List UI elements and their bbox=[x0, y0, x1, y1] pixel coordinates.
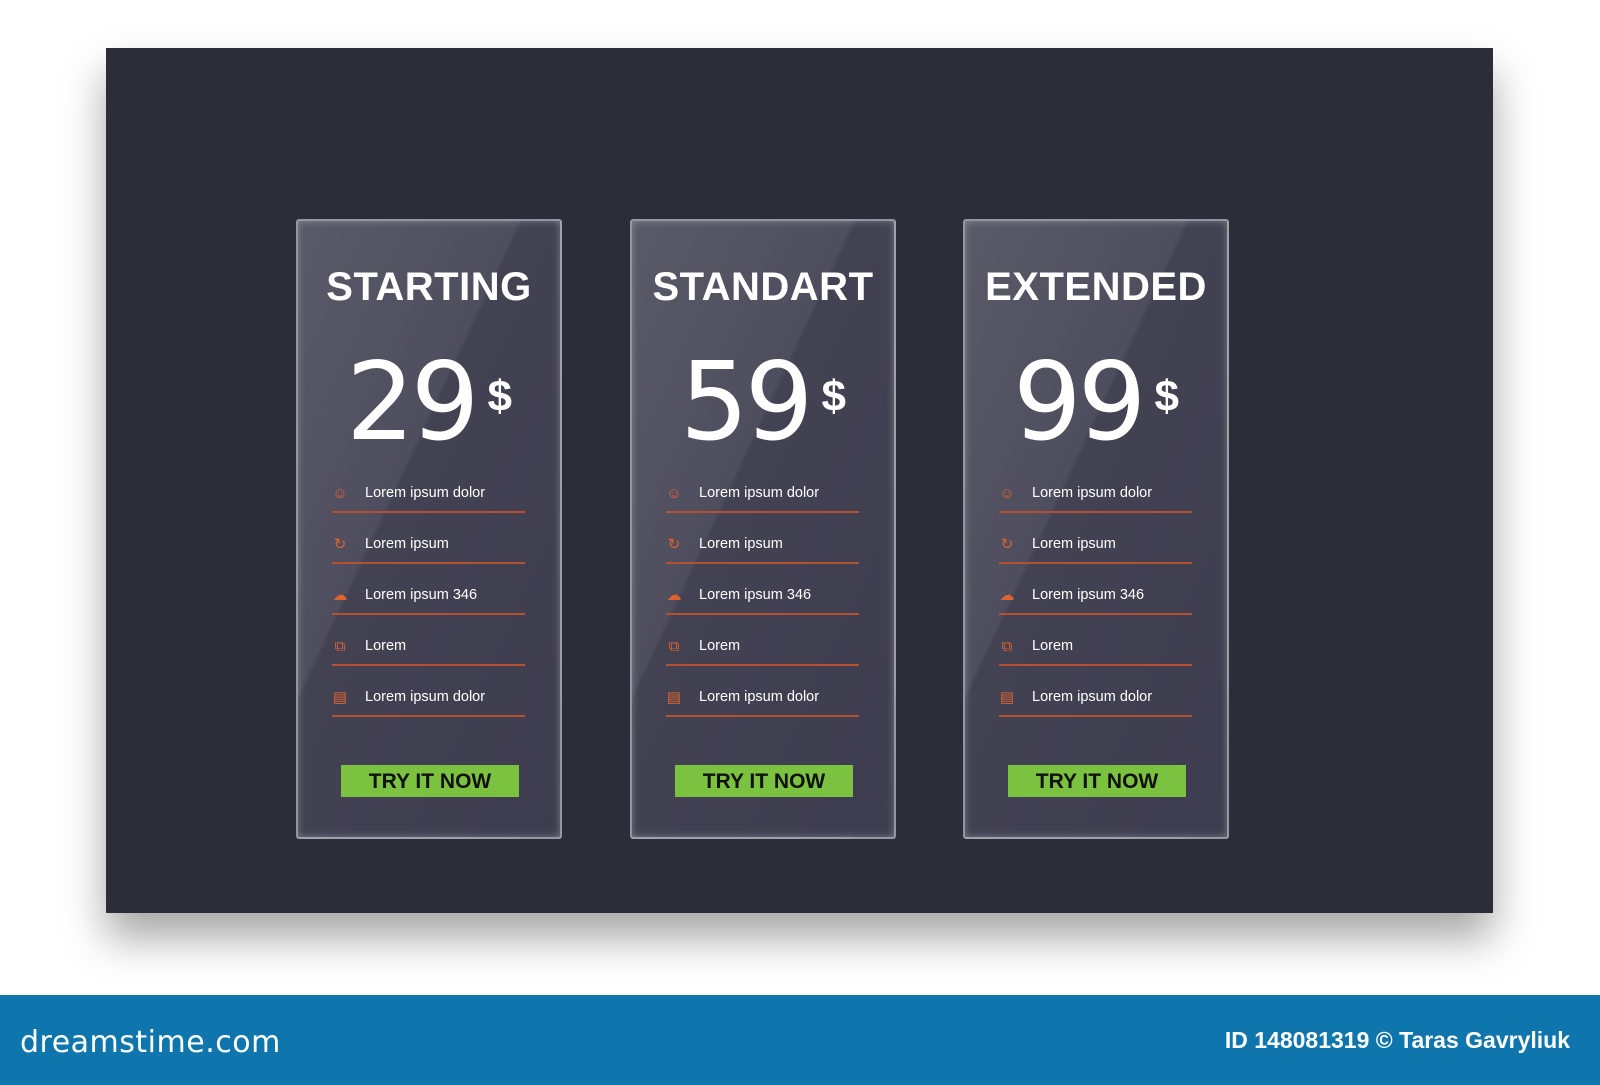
feature-item: ☺ Lorem ipsum dolor bbox=[666, 479, 859, 513]
plan-title: STANDART bbox=[652, 265, 874, 309]
feature-item: ▤ Lorem ipsum dolor bbox=[666, 666, 859, 717]
feature-label: Lorem ipsum dolor bbox=[699, 689, 820, 705]
refresh-icon: ↻ bbox=[1000, 536, 1014, 553]
cloud-icon: ☁ bbox=[332, 587, 348, 604]
currency-symbol: $ bbox=[487, 372, 512, 421]
feature-item: ↻ Lorem ipsum bbox=[999, 513, 1192, 564]
currency-symbol: $ bbox=[1154, 372, 1179, 421]
feature-label: Lorem bbox=[1032, 638, 1074, 654]
users-icon: ☺ bbox=[332, 485, 348, 502]
feature-item: ☁ Lorem ipsum 346 bbox=[666, 564, 859, 615]
feature-item: ⧉ Lorem bbox=[666, 615, 859, 666]
feature-item: ↻ Lorem ipsum bbox=[332, 513, 525, 564]
feature-label: Lorem ipsum 346 bbox=[1032, 587, 1145, 603]
feature-item: ▤ Lorem ipsum dolor bbox=[332, 666, 525, 717]
feature-label: Lorem bbox=[365, 638, 407, 654]
feature-label: Lorem ipsum dolor bbox=[1032, 689, 1153, 705]
plan-price: 59 $ bbox=[632, 349, 894, 457]
cloud-icon: ☁ bbox=[999, 587, 1015, 604]
pricing-card-starting: STARTING 29 $ ☺ Lorem ipsum dolor ↻ Lorem… bbox=[296, 219, 562, 839]
try-it-now-button[interactable]: TRY IT NOW bbox=[675, 765, 853, 797]
plan-price: 99 $ bbox=[965, 349, 1227, 457]
pricing-panel: STARTING 29 $ ☺ Lorem ipsum dolor ↻ Lorem… bbox=[106, 48, 1493, 913]
price-amount: 29 bbox=[346, 340, 479, 465]
feature-label: Lorem bbox=[699, 638, 741, 654]
dreamstime-logo: dreamstime.com bbox=[20, 1025, 281, 1060]
price-amount: 99 bbox=[1013, 340, 1146, 465]
feature-label: Lorem ipsum dolor bbox=[699, 485, 820, 501]
feature-item: ⧉ Lorem bbox=[332, 615, 525, 666]
feature-label: Lorem ipsum dolor bbox=[365, 485, 486, 501]
plan-title: STARTING bbox=[326, 265, 532, 309]
users-icon: ☺ bbox=[666, 485, 682, 502]
feature-label: Lorem ipsum 346 bbox=[699, 587, 812, 603]
feature-item: ↻ Lorem ipsum bbox=[666, 513, 859, 564]
feature-list: ☺ Lorem ipsum dolor ↻ Lorem ipsum ☁ Lore… bbox=[999, 479, 1192, 717]
feature-item: ⧉ Lorem bbox=[999, 615, 1192, 666]
plan-title: EXTENDED bbox=[985, 265, 1207, 309]
refresh-icon: ↻ bbox=[333, 536, 347, 553]
feature-label: Lorem ipsum dolor bbox=[1032, 485, 1153, 501]
puzzle-icon: ⧉ bbox=[668, 638, 680, 655]
refresh-icon: ↻ bbox=[667, 536, 681, 553]
feature-label: Lorem ipsum bbox=[365, 536, 449, 552]
feature-item: ☺ Lorem ipsum dolor bbox=[999, 479, 1192, 513]
image-credit: ID 148081319 © Taras Gavryliuk bbox=[1224, 1027, 1570, 1053]
plan-price: 29 $ bbox=[298, 349, 560, 457]
feature-list: ☺ Lorem ipsum dolor ↻ Lorem ipsum ☁ Lore… bbox=[332, 479, 525, 717]
feature-item: ☺ Lorem ipsum dolor bbox=[332, 479, 525, 513]
document-icon: ▤ bbox=[999, 689, 1015, 706]
pricing-card-extended: EXTENDED 99 $ ☺ Lorem ipsum dolor ↻ Lorem… bbox=[963, 219, 1229, 839]
document-icon: ▤ bbox=[332, 689, 348, 706]
document-icon: ▤ bbox=[666, 689, 682, 706]
users-icon: ☺ bbox=[999, 485, 1015, 502]
pricing-card-standart: STANDART 59 $ ☺ Lorem ipsum dolor ↻ Lorem… bbox=[630, 219, 896, 839]
footer-bar: dreamstime.com ID 148081319 © Taras Gavr… bbox=[0, 995, 1600, 1085]
cloud-icon: ☁ bbox=[666, 587, 682, 604]
puzzle-icon: ⧉ bbox=[334, 638, 346, 655]
feature-item: ☁ Lorem ipsum 346 bbox=[332, 564, 525, 615]
feature-list: ☺ Lorem ipsum dolor ↻ Lorem ipsum ☁ Lore… bbox=[666, 479, 859, 717]
feature-item: ▤ Lorem ipsum dolor bbox=[999, 666, 1192, 717]
puzzle-icon: ⧉ bbox=[1001, 638, 1013, 655]
currency-symbol: $ bbox=[821, 372, 846, 421]
feature-item: ☁ Lorem ipsum 346 bbox=[999, 564, 1192, 615]
try-it-now-button[interactable]: TRY IT NOW bbox=[341, 765, 519, 797]
feature-label: Lorem ipsum bbox=[1032, 536, 1116, 552]
try-it-now-button[interactable]: TRY IT NOW bbox=[1008, 765, 1186, 797]
feature-label: Lorem ipsum 346 bbox=[365, 587, 478, 603]
feature-label: Lorem ipsum dolor bbox=[365, 689, 486, 705]
feature-label: Lorem ipsum bbox=[699, 536, 783, 552]
price-amount: 59 bbox=[680, 340, 813, 465]
